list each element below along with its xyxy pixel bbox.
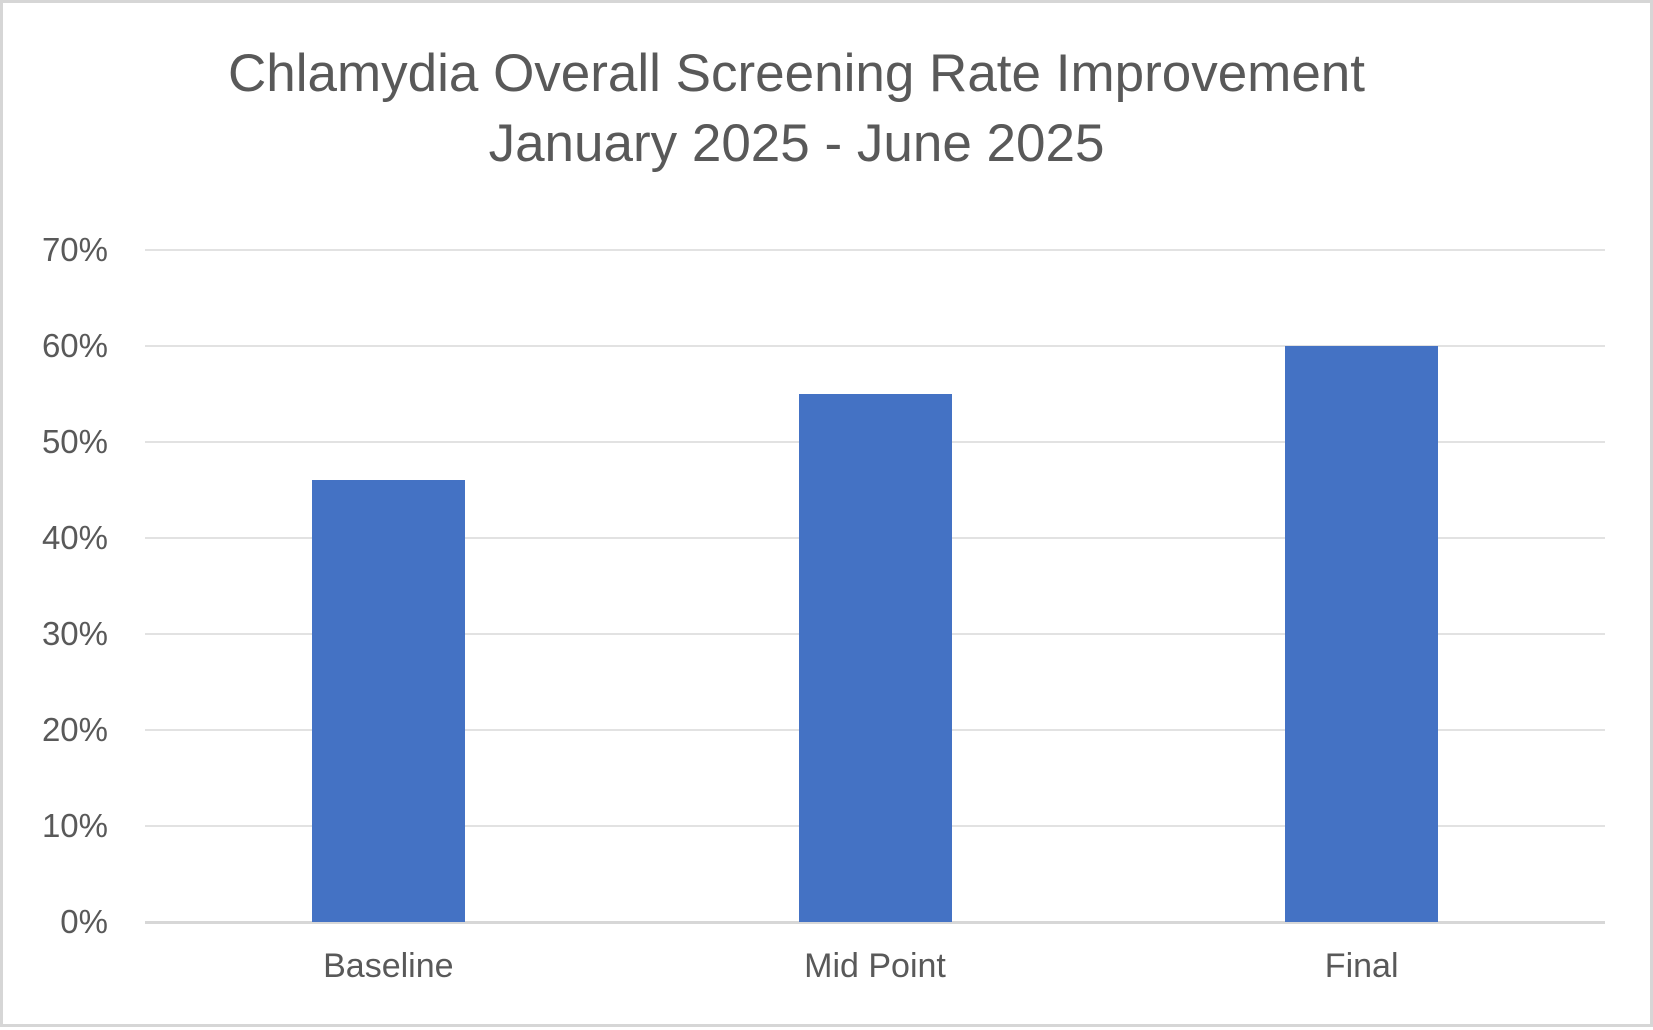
chart-title-line2: January 2025 - June 2025 [488,114,1105,173]
x-tick-label-final: Final [1324,947,1399,985]
plot-area [145,249,1605,924]
y-tick-label-50: 50% [41,423,108,460]
x-tick-label-baseline: Baseline [323,947,454,985]
bar-mid-point [798,394,952,922]
y-tick-label-10: 10% [41,807,108,844]
chart-title-line1: Chlamydia Overall Screening Rate Improve… [227,44,1366,103]
chart-title: Chlamydia Overall Screening Rate Improve… [3,39,1590,179]
x-tick-label-mid-point: Mid Point [804,947,946,985]
x-axis-line [145,921,1605,924]
y-tick-label-70: 70% [41,231,108,268]
bar-final [1285,346,1439,922]
bar-baseline [311,480,465,922]
y-tick-label-60: 60% [41,327,108,364]
y-tick-label-20: 20% [41,711,108,748]
y-tick-label-0: 0% [60,903,108,940]
x-axis-labels: Baseline Mid Point Final [145,943,1605,1003]
gridline-70 [145,249,1605,251]
y-tick-label-30: 30% [41,615,108,652]
y-axis-labels: 0% 10% 20% 30% 40% 50% 60% 70% [3,3,108,1030]
y-tick-label-40: 40% [41,519,108,556]
gridline-60 [145,345,1605,347]
